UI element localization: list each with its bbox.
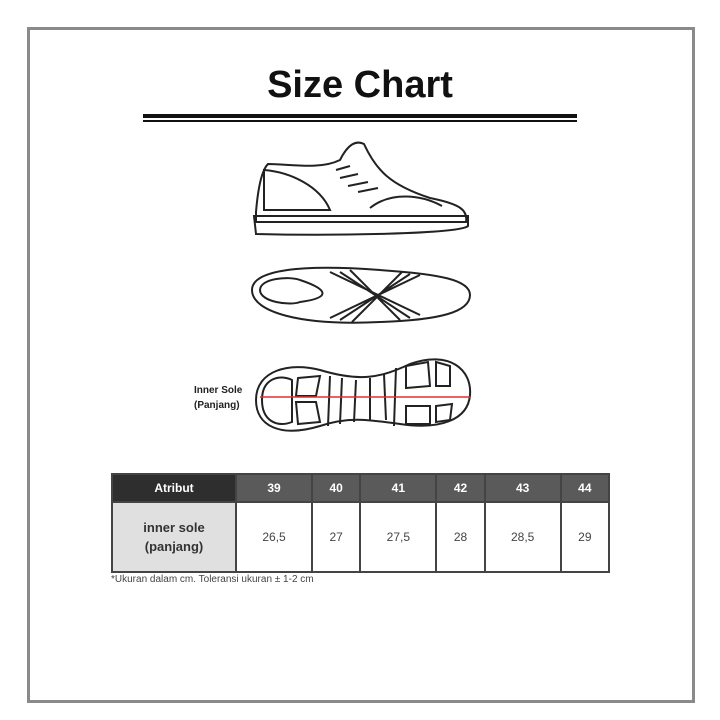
- page-frame: [27, 27, 695, 703]
- shoe-top-view: [250, 266, 472, 324]
- shoe-illustration: [250, 141, 472, 432]
- table-cell: 28: [435, 501, 486, 573]
- table-cell: 27,5: [359, 501, 438, 573]
- page-title: Size Chart: [267, 64, 453, 106]
- header-size: 41: [359, 473, 438, 503]
- table-header-row: Atribut 39 40 41 42 43 44: [111, 473, 611, 503]
- header-size: 43: [483, 473, 562, 503]
- size-table: Atribut 39 40 41 42 43 44 inner sole (pa…: [111, 473, 611, 573]
- size-note: *Ukuran dalam cm. Toleransi ukuran ± 1-2…: [111, 574, 314, 585]
- row-label-line1: inner sole: [143, 520, 205, 535]
- shoe-sole-view: [254, 358, 472, 432]
- inner-sole-label-line2: (Panjang): [194, 400, 240, 411]
- inner-sole-label-line1: Inner Sole: [194, 385, 243, 396]
- header-size: 39: [234, 473, 314, 503]
- table-row: inner sole (panjang) 26,5 27 27,5 28 28,…: [111, 501, 611, 573]
- header-size: 40: [311, 473, 362, 503]
- table-cell: 26,5: [234, 501, 314, 573]
- header-size: 44: [559, 473, 611, 503]
- table-cell: 29: [559, 501, 611, 573]
- title-divider-thin: [143, 120, 577, 122]
- header-size: 42: [435, 473, 486, 503]
- header-atribut: Atribut: [111, 473, 237, 503]
- row-label: inner sole (panjang): [111, 501, 237, 573]
- title-divider: [143, 114, 577, 118]
- table-cell: 28,5: [483, 501, 562, 573]
- inner-sole-label: Inner Sole (Panjang): [194, 383, 242, 413]
- row-label-line2: (panjang): [144, 539, 204, 554]
- shoe-side-view: [252, 141, 469, 236]
- table-cell: 27: [311, 501, 362, 573]
